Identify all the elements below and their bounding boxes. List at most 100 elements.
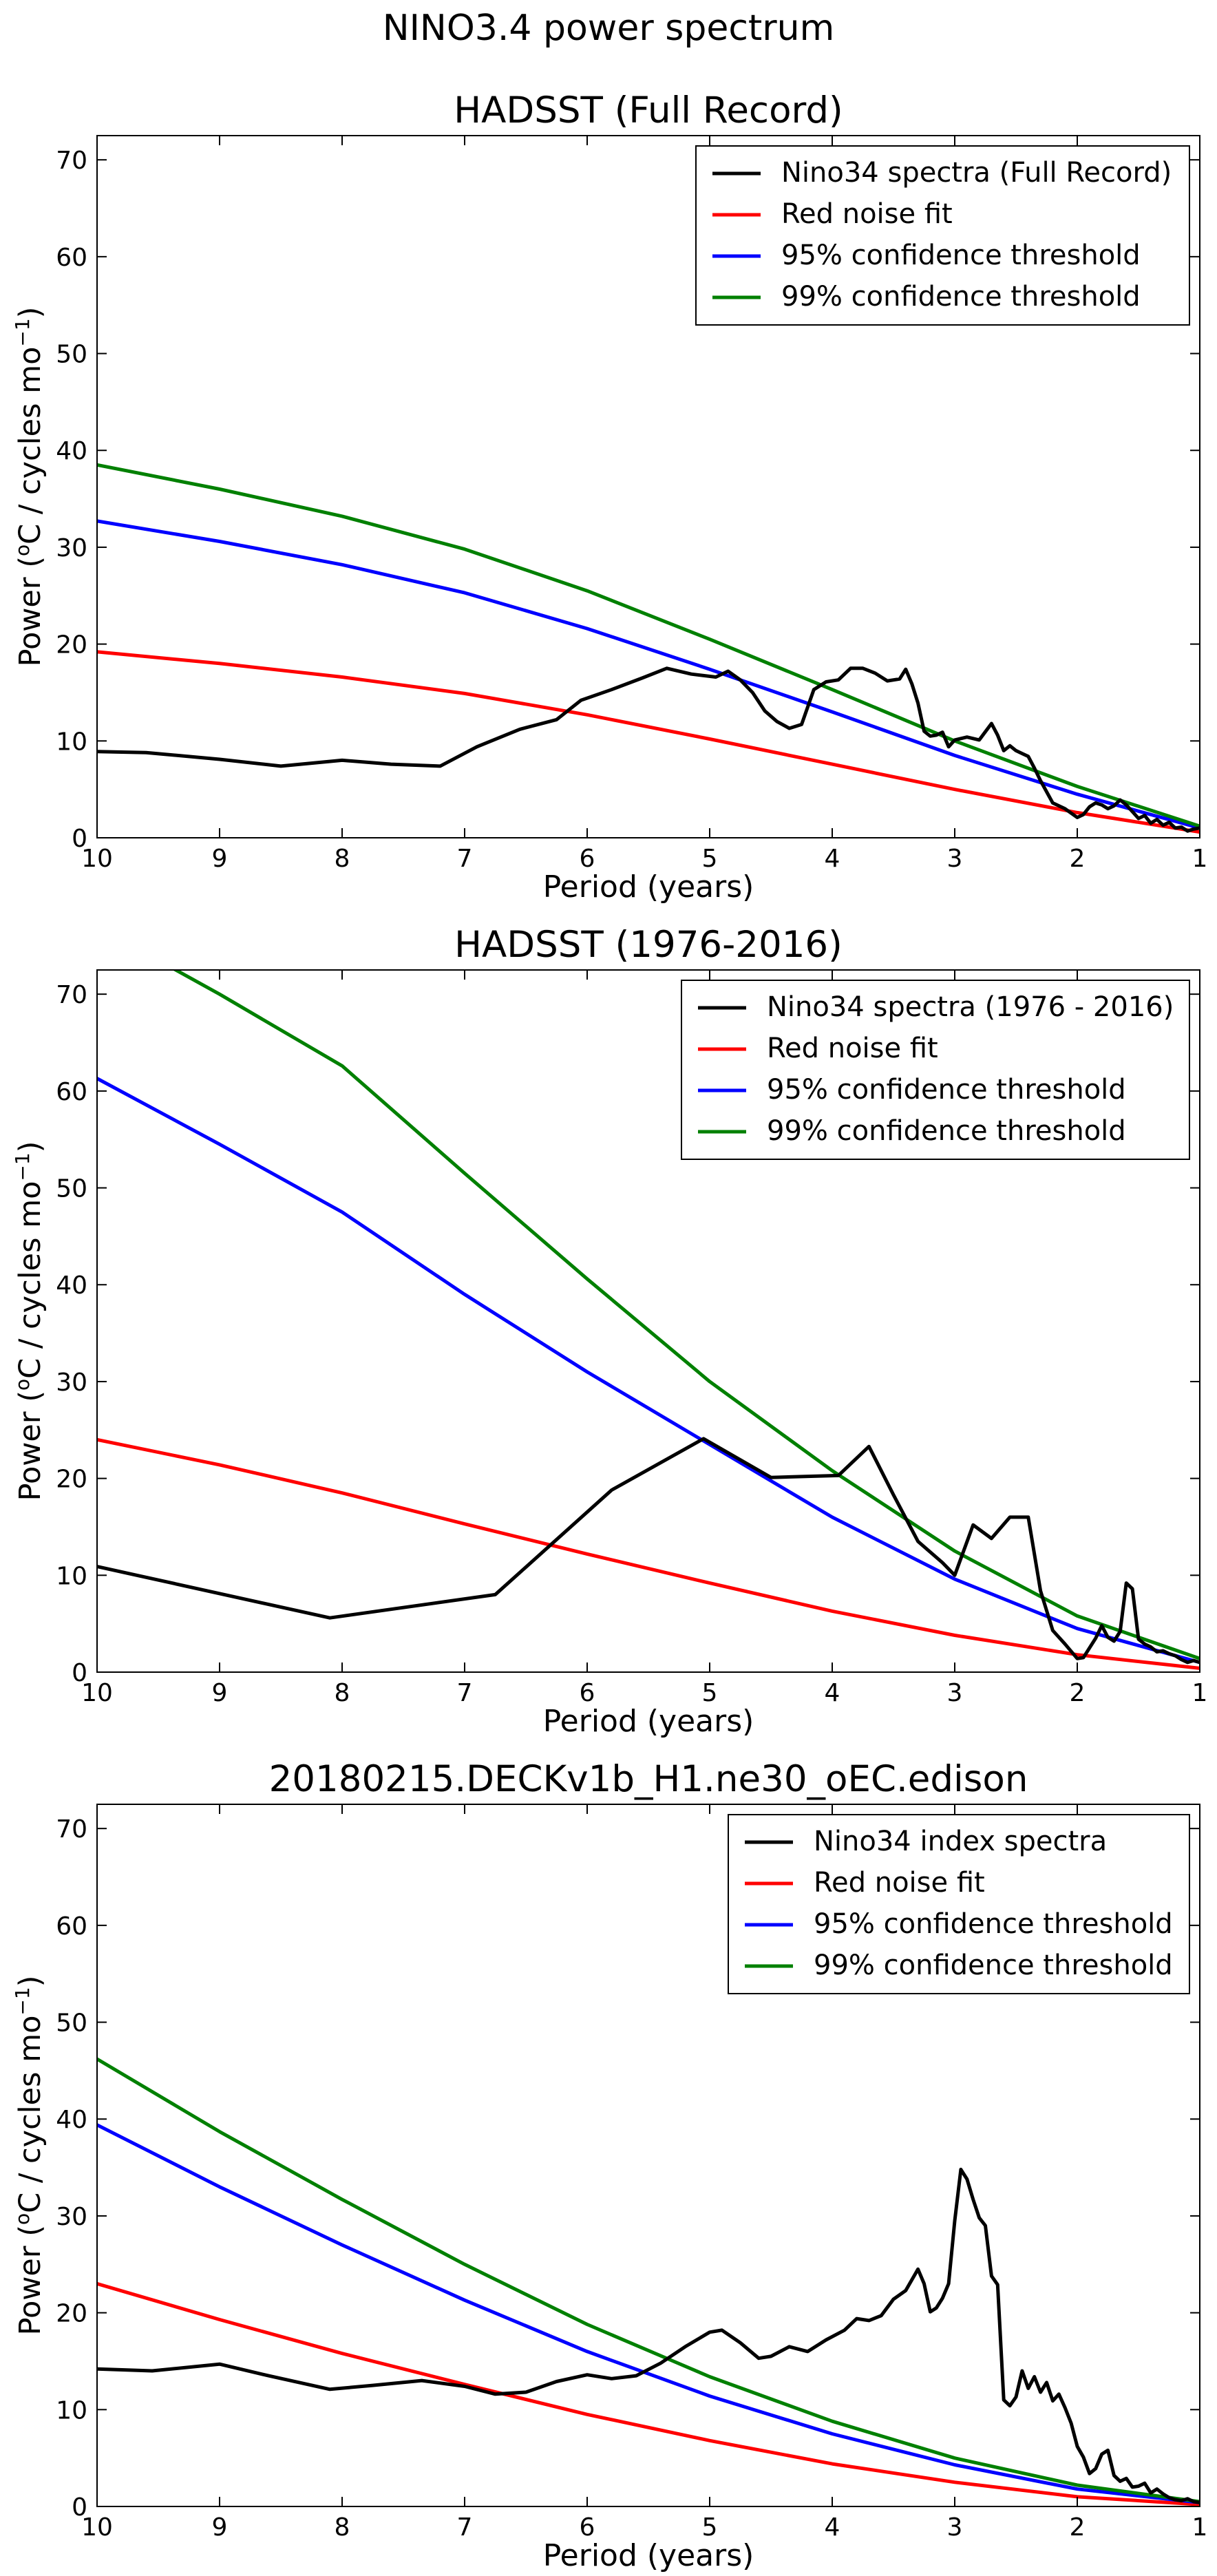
legend-entry: 95% confidence threshold [814,1908,1173,1940]
axes-frame [96,969,1200,1673]
axes-frame [96,135,1200,838]
legend-entry: 99% confidence threshold [767,1115,1126,1147]
x-tick-label: 1 [1192,2513,1208,2542]
y-tick-label: 30 [56,534,87,562]
x-tick-label: 3 [947,1679,963,1707]
x-tick-label: 1 [1192,1679,1208,1707]
x-tick-label: 7 [457,1679,473,1707]
x-tick-label: 1 [1192,845,1208,873]
y-tick-label: 30 [56,1369,87,1397]
x-tick-label: 7 [457,2513,473,2542]
x-axis-label: Period (years) [543,2538,754,2573]
y-axis-label: Power (oC / cycles mo−1) [11,1141,48,1501]
y-axis-label: Power (oC / cycles mo−1) [11,1976,48,2336]
x-tick-label: 8 [335,2513,350,2542]
x-tick-label: 7 [457,845,473,873]
x-tick-label: 10 [81,2513,113,2542]
panel-1976-2016: HADSST (1976-2016)10 9 8 7 6 5 4 3 2 101020304050… [11,924,1208,1739]
x-axis-label: Period (years) [543,1704,754,1739]
x-tick-label: 3 [947,845,963,873]
panel-title: HADSST (1976-2016) [454,924,843,966]
y-tick-label: 60 [56,244,87,272]
panel-title: HADSST (Full Record) [454,89,843,131]
legend-entry: Red noise fit [767,1033,938,1064]
legend-box [681,980,1190,1160]
x-tick-label: 8 [335,845,350,873]
x-tick-label: 4 [825,845,840,873]
legend-entry: Nino34 spectra (Full Record) [781,157,1172,189]
legend-entry: Nino34 index spectra [814,1826,1107,1857]
series-line-1 [97,1437,1200,1670]
series-line-2 [97,1077,1200,1665]
panel-full-record: HADSST (Full Record)10 9 8 7 6 5 4 3 2 1010203040… [11,89,1208,905]
y-tick-label: 40 [56,2106,87,2134]
y-tick-label: 70 [56,981,87,1009]
y-tick-label: 20 [56,2300,87,2328]
panel-title: 20180215.DECKv1b_H1.ne30_oEC.edison [269,1758,1028,1800]
y-tick-label: 0 [72,1659,87,1687]
legend: Nino34 spectra (Full Record) Red noise fi… [695,145,1190,326]
y-tick-label: 60 [56,1078,87,1106]
legend: Nino34 index spectra Red noise fit 95% con… [728,1814,1190,1994]
series-line-3 [97,2057,1200,2504]
legend-entry: 95% confidence threshold [781,240,1141,271]
x-tick-label: 10 [81,845,113,873]
axes-frame [96,1804,1200,2507]
series-line-1 [97,650,1200,834]
series-group [97,970,1200,1670]
x-tick-label: 3 [947,2513,963,2542]
y-tick-label: 20 [56,631,87,659]
legend-entry: Red noise fit [781,198,953,230]
x-tick-label: 4 [825,2513,840,2542]
y-tick-label: 50 [56,2009,87,2038]
x-tick-label: 6 [580,2513,595,2542]
y-tick-label: 60 [56,1912,87,1941]
legend-entry: 95% confidence threshold [767,1074,1126,1106]
y-tick-label: 40 [56,1271,87,1300]
x-tick-label: 10 [81,1679,113,1707]
series-line-0 [97,1437,1200,1665]
y-axis-label: Power (oC / cycles mo−1) [11,307,48,667]
x-tick-label: 2 [1070,845,1086,873]
legend-entry: 99% confidence threshold [814,1950,1173,1981]
x-tick-label: 5 [702,1679,718,1707]
x-tick-label: 2 [1070,2513,1086,2542]
y-tick-label: 20 [56,1466,87,1494]
legend-entry: Red noise fit [814,1867,985,1899]
series-line-2 [97,2123,1200,2504]
y-tick-label: 50 [56,341,87,369]
y-tick-label: 10 [56,2396,87,2425]
legend-box [695,145,1190,326]
legend-entry: Nino34 spectra (1976 - 2016) [767,991,1174,1023]
y-tick-label: 10 [56,728,87,756]
legend: Nino34 spectra (1976 - 2016) Red noise fi… [681,980,1190,1160]
x-tick-label: 9 [212,2513,228,2542]
legend-entry: 99% confidence threshold [781,281,1141,313]
x-tick-label: 9 [212,1679,228,1707]
y-tick-label: 0 [72,825,87,853]
series-line-3 [97,463,1200,828]
x-tick-label: 6 [580,1679,595,1707]
x-axis-label: Period (years) [543,869,754,905]
x-tick-label: 5 [702,845,718,873]
series-line-2 [97,519,1200,830]
x-tick-label: 4 [825,1679,840,1707]
y-tick-label: 0 [72,2493,87,2522]
x-tick-label: 8 [335,1679,350,1707]
y-tick-label: 40 [56,437,87,465]
y-tick-label: 70 [56,1815,87,1844]
x-tick-label: 2 [1070,1679,1086,1707]
x-tick-label: 6 [580,845,595,873]
y-tick-label: 30 [56,2203,87,2231]
y-tick-label: 10 [56,1562,87,1590]
series-line-3 [172,970,1200,1660]
series-line-0 [97,2167,1200,2504]
series-line-0 [97,666,1200,833]
y-tick-label: 50 [56,1175,87,1203]
x-tick-label: 5 [702,2513,718,2542]
series-line-1 [97,2281,1200,2506]
series-group [97,2057,1200,2506]
figure-suptitle: NINO3.4 power spectrum [383,8,835,49]
